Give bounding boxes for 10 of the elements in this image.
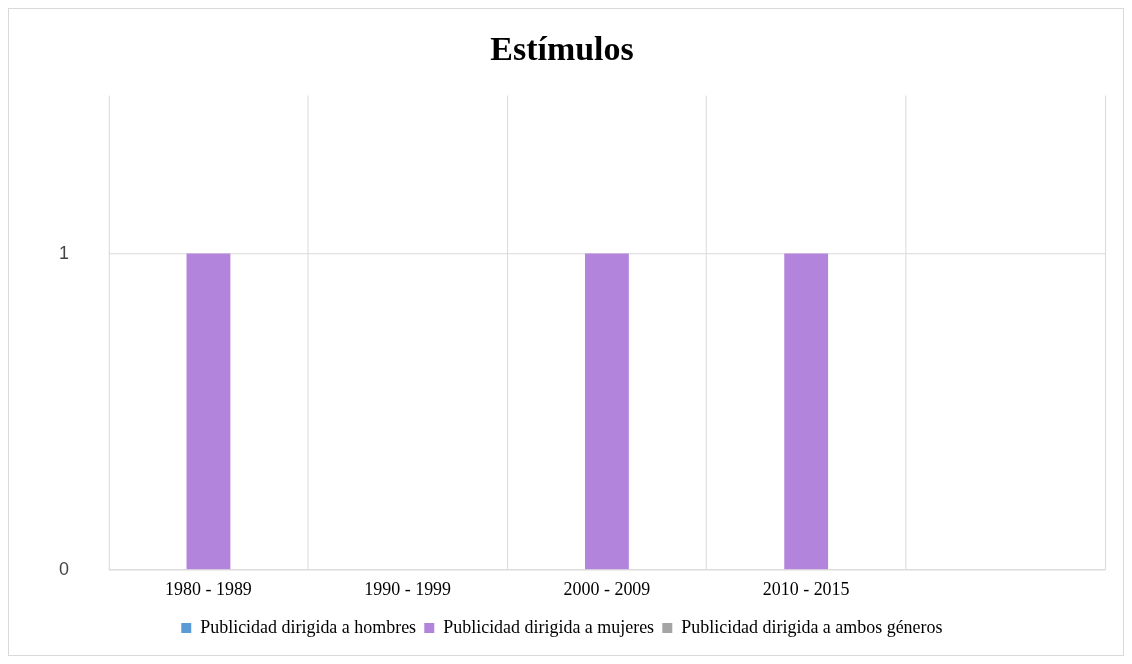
x-tick-label: 1980 - 1989	[165, 579, 252, 600]
legend-label: Publicidad dirigida a ambos géneros	[681, 616, 943, 637]
x-tick-label: 2000 - 2009	[563, 579, 651, 600]
x-tick-label: 1990 - 1999	[364, 579, 452, 600]
legend-label: Publicidad dirigida a mujeres	[443, 616, 655, 637]
legend-label: Publicidad dirigida a hombres	[200, 616, 417, 637]
y-tick-label: 1	[58, 242, 69, 263]
x-tick-label: 2010 - 2015	[762, 579, 850, 600]
y-tick-label: 0	[58, 558, 69, 579]
chart-title: Estímulos	[490, 30, 634, 68]
